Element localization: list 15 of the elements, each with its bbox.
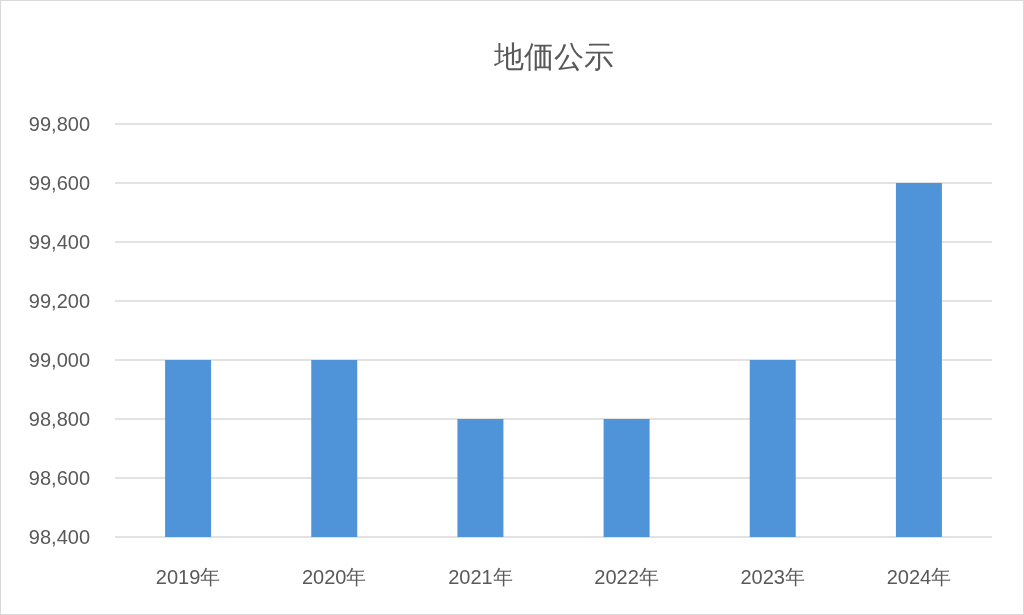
y-tick-label: 98,800 [28,408,90,430]
x-tick-label: 2023年 [740,566,805,588]
y-tick-label: 99,400 [28,231,90,253]
x-tick-label: 2020年 [302,566,367,588]
y-tick-label: 99,600 [28,172,90,194]
chart-title: 地価公示 [492,40,614,73]
y-tick-label: 99,200 [28,290,90,312]
y-tick-label: 98,400 [28,526,90,548]
y-tick-label: 99,800 [28,113,90,135]
x-tick-label: 2021年 [448,566,513,588]
x-tick-label: 2019年 [155,566,221,588]
x-tick-label: 2022年 [594,566,659,588]
y-tick-label: 98,600 [28,467,90,489]
x-tick-label: 2024年 [886,566,952,588]
y-tick-label: 99,000 [28,349,90,371]
